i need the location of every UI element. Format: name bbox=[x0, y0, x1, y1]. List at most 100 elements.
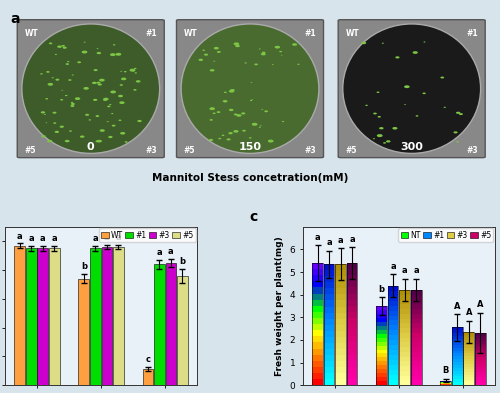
Text: WT: WT bbox=[24, 29, 38, 38]
Ellipse shape bbox=[134, 72, 137, 73]
Bar bbox=[336, 343, 346, 349]
Bar bbox=[336, 337, 346, 343]
Ellipse shape bbox=[279, 51, 282, 52]
Bar bbox=[388, 365, 398, 370]
Bar bbox=[464, 372, 474, 375]
Bar bbox=[336, 312, 346, 319]
Text: a: a bbox=[116, 233, 121, 242]
Bar bbox=[347, 287, 358, 294]
Bar bbox=[376, 318, 387, 322]
Ellipse shape bbox=[82, 51, 87, 53]
Ellipse shape bbox=[130, 69, 136, 72]
Ellipse shape bbox=[103, 98, 108, 101]
Ellipse shape bbox=[98, 83, 102, 86]
Bar bbox=[324, 301, 334, 307]
Text: #1: #1 bbox=[146, 29, 157, 38]
Bar bbox=[475, 362, 486, 364]
Bar bbox=[312, 324, 323, 330]
Text: #5: #5 bbox=[24, 146, 36, 155]
Ellipse shape bbox=[416, 115, 418, 117]
Ellipse shape bbox=[204, 53, 208, 56]
Bar bbox=[388, 291, 398, 296]
Ellipse shape bbox=[108, 136, 112, 138]
Bar bbox=[376, 381, 387, 385]
Text: b: b bbox=[378, 285, 384, 294]
Bar bbox=[464, 380, 474, 382]
Ellipse shape bbox=[373, 112, 377, 114]
Ellipse shape bbox=[214, 47, 219, 50]
Bar bbox=[376, 314, 387, 318]
Bar bbox=[324, 337, 334, 343]
Text: #1: #1 bbox=[466, 29, 478, 38]
Bar bbox=[475, 356, 486, 359]
Bar bbox=[452, 371, 462, 374]
Bar bbox=[411, 290, 422, 385]
Bar bbox=[411, 295, 422, 300]
Ellipse shape bbox=[120, 71, 122, 72]
Bar bbox=[475, 346, 486, 349]
Bar bbox=[336, 331, 346, 337]
Ellipse shape bbox=[41, 135, 46, 138]
Text: 300: 300 bbox=[400, 142, 423, 152]
Bar bbox=[452, 359, 462, 362]
Bar bbox=[475, 375, 486, 377]
Bar bbox=[324, 282, 334, 288]
Ellipse shape bbox=[96, 115, 100, 117]
Bar bbox=[312, 269, 323, 275]
Bar bbox=[411, 376, 422, 380]
Bar bbox=[324, 319, 334, 325]
Ellipse shape bbox=[72, 74, 74, 75]
Bar bbox=[464, 343, 474, 345]
Ellipse shape bbox=[386, 140, 390, 143]
Bar bbox=[347, 324, 358, 330]
Ellipse shape bbox=[373, 138, 375, 139]
Bar bbox=[400, 338, 410, 342]
Text: a: a bbox=[156, 248, 162, 257]
Ellipse shape bbox=[138, 120, 141, 122]
Ellipse shape bbox=[48, 83, 53, 86]
Bar bbox=[312, 379, 323, 385]
Bar bbox=[388, 316, 398, 320]
Bar bbox=[400, 309, 410, 314]
Bar bbox=[324, 355, 334, 361]
Ellipse shape bbox=[241, 112, 246, 114]
Bar bbox=[324, 367, 334, 373]
Text: a: a bbox=[104, 233, 110, 242]
Bar bbox=[411, 328, 422, 333]
Bar bbox=[347, 354, 358, 361]
Ellipse shape bbox=[52, 112, 56, 114]
Ellipse shape bbox=[60, 99, 63, 101]
Ellipse shape bbox=[46, 98, 48, 99]
Ellipse shape bbox=[214, 61, 215, 62]
Ellipse shape bbox=[120, 84, 123, 86]
Text: a: a bbox=[315, 233, 320, 242]
Bar bbox=[475, 369, 486, 372]
Bar bbox=[475, 359, 486, 362]
Bar bbox=[400, 333, 410, 338]
Bar bbox=[336, 379, 346, 385]
Bar bbox=[400, 305, 410, 309]
Ellipse shape bbox=[378, 116, 381, 118]
Bar bbox=[347, 349, 358, 354]
Bar bbox=[388, 375, 398, 380]
Ellipse shape bbox=[444, 107, 446, 108]
Bar bbox=[312, 312, 323, 318]
Ellipse shape bbox=[136, 80, 140, 83]
Text: b: b bbox=[81, 263, 87, 272]
Bar bbox=[312, 263, 323, 269]
Bar bbox=[324, 373, 334, 379]
Ellipse shape bbox=[70, 105, 74, 107]
Bar bbox=[336, 264, 346, 270]
Bar bbox=[312, 342, 323, 349]
Ellipse shape bbox=[234, 42, 239, 45]
Bar bbox=[336, 349, 346, 355]
Bar bbox=[324, 264, 334, 270]
Bar bbox=[464, 361, 474, 364]
Bar bbox=[154, 264, 164, 385]
Ellipse shape bbox=[62, 90, 63, 91]
Bar bbox=[347, 275, 358, 281]
Ellipse shape bbox=[40, 73, 43, 75]
Bar bbox=[388, 335, 398, 340]
Bar bbox=[475, 367, 486, 369]
Ellipse shape bbox=[111, 113, 114, 114]
